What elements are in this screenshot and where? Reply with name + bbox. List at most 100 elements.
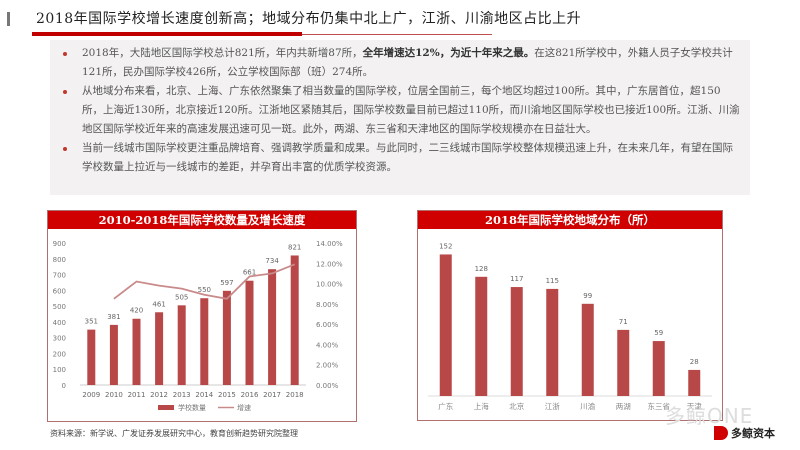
x-tick-label: 上海 — [474, 401, 489, 411]
x-tick-label: 2010 — [105, 391, 123, 399]
x-tick-label: 2016 — [241, 391, 259, 399]
x-tick-label: 北京 — [509, 401, 524, 411]
bar-value-label: 71 — [619, 318, 628, 326]
bar — [652, 341, 665, 396]
x-tick-label: 广东 — [438, 401, 453, 411]
y2-tick-label: 0.00% — [316, 382, 339, 390]
brand-logo: 多鲸资本 — [714, 425, 775, 441]
bar-value-label: 821 — [288, 243, 301, 251]
page-title: 2018年国际学校增长速度创新高；地域分布仍集中北上广，江浙、川渝地区占比上升 — [36, 11, 582, 27]
bullet-text: 2018年，大陆地区国际学校总计821所，年内共新增87所， — [82, 47, 363, 59]
bar-value-label: 461 — [152, 300, 165, 308]
x-tick-label: 2015 — [218, 391, 236, 399]
bar — [290, 255, 299, 385]
x-tick-label: 2009 — [82, 391, 100, 399]
x-tick-label: 2017 — [263, 391, 281, 399]
source-note: 资料来源：新学说、广发证券发展研究中心，教育创新趋势研究院整理 — [50, 429, 298, 438]
bar — [688, 369, 701, 396]
bar — [268, 269, 277, 385]
y-tick-label: 600 — [53, 287, 66, 295]
school-count-growth-chart: 2010-2018年国际学校数量及增长速度 0 100 200 300 400 500 60… — [47, 210, 357, 422]
y-tick-label: 100 — [53, 366, 66, 374]
summary-bullet: 从地域分布来看，北京、上海、广东依然聚集了相当数量的国际学校，位居全国前三，每个… — [60, 82, 740, 139]
bar — [132, 318, 141, 385]
bullet-text: 在这821所学校中，外籍人员子女学校共计121所，民办国际学校426所，公立学校… — [82, 47, 733, 78]
y-tick-label: 900 — [53, 240, 66, 248]
bullet-highlight: 全年增速达12%，为近十年来之最。 — [362, 47, 535, 59]
y-tick-label: 400 — [53, 319, 66, 327]
y2-tick-label: 10.00% — [316, 281, 343, 289]
legend-label: 增速 — [237, 403, 251, 412]
title-underline-thin — [302, 34, 492, 35]
bar-value-label: 550 — [198, 286, 211, 294]
y2-tick-label: 6.00% — [316, 321, 339, 329]
bar — [109, 324, 118, 385]
x-tick-label: 2014 — [195, 391, 213, 399]
bar-value-label: 117 — [510, 275, 523, 283]
slide-side-marker — [7, 12, 10, 26]
summary-bullet: 当前一线城市国际学校更注重品牌培育、强调教学质量和成果。与此同时，二三线城市国际… — [60, 139, 740, 177]
bar — [617, 329, 630, 396]
bar — [222, 290, 231, 385]
bullet-text: 当前一线城市国际学校更注重品牌培育、强调教学质量和成果。与此同时，二三线城市国际… — [82, 142, 733, 173]
region-distribution-chart: 2018年国际学校地域分布（所） 152 广东 128 上海 117 北京 115 江浙 99 川… — [417, 210, 723, 421]
bullet-dot-icon — [63, 147, 67, 151]
y2-tick-label: 4.00% — [316, 341, 339, 349]
chart-title: 2018年国际学校地域分布（所） — [418, 211, 722, 229]
summary-panel: 2018年，大陆地区国际学校总计821所，年内共新增87所，全年增速达12%，为… — [50, 40, 750, 195]
bar-value-label: 152 — [439, 242, 452, 250]
bar — [87, 329, 96, 385]
bar — [581, 303, 594, 396]
y-tick-label: 800 — [53, 256, 66, 264]
bullet-text: 从地域分布来看，北京、上海、广东依然聚集了相当数量的国际学校，位居全国前三，每个… — [82, 85, 740, 135]
y-tick-label: 300 — [53, 335, 66, 343]
logo-icon — [714, 426, 728, 440]
bar — [475, 276, 488, 396]
bar-value-label: 128 — [475, 265, 488, 273]
x-tick-label: 2018 — [286, 391, 304, 399]
y2-tick-label: 14.00% — [316, 240, 343, 248]
y2-tick-label: 8.00% — [316, 301, 339, 309]
x-tick-label: 两湖 — [616, 402, 631, 411]
bar-value-label: 59 — [654, 329, 663, 337]
bar-value-label: 115 — [546, 277, 559, 285]
legend-bar-swatch — [158, 405, 174, 410]
y2-tick-label: 12.00% — [316, 260, 343, 268]
y-tick-label: 700 — [53, 272, 66, 280]
x-tick-label: 川渝 — [580, 401, 595, 411]
x-tick-label: 2012 — [150, 391, 168, 399]
bar — [245, 280, 254, 385]
bar-value-label: 420 — [130, 307, 143, 315]
bar — [439, 254, 452, 396]
growth-line — [113, 263, 296, 300]
bar — [546, 288, 559, 396]
bar-value-label: 661 — [243, 269, 256, 277]
bar-value-label: 734 — [265, 257, 279, 265]
chart-plot: 152 广东 128 上海 117 北京 115 江浙 99 川渝 71 两湖 59 东三省 28 天津 — [428, 242, 712, 411]
x-tick-label: 东三省 — [648, 401, 671, 411]
y-tick-label: 200 — [53, 350, 66, 358]
bar-value-label: 381 — [107, 313, 120, 321]
x-tick-label: 江浙 — [545, 401, 560, 411]
x-tick-label: 2013 — [173, 391, 191, 399]
legend-label: 学校数量 — [178, 403, 206, 412]
bullet-dot-icon — [63, 52, 67, 56]
bar-value-label: 28 — [690, 358, 699, 366]
x-tick-label: 2011 — [128, 391, 146, 399]
bar — [200, 298, 209, 385]
y2-tick-label: 2.00% — [316, 362, 339, 370]
logo-text: 多鲸资本 — [731, 427, 775, 440]
bullet-dot-icon — [63, 90, 67, 94]
summary-bullet: 2018年，大陆地区国际学校总计821所，年内共新增87所，全年增速达12%，为… — [60, 44, 740, 82]
bar — [510, 287, 523, 396]
chart-plot: 0 100 200 300 400 500 600 700 800 900 0.00% 2.00% 4.… — [53, 240, 343, 412]
x-tick-label: 天津 — [687, 402, 702, 411]
y-tick-label: 500 — [53, 303, 66, 311]
bar — [155, 312, 164, 385]
bar-value-label: 351 — [85, 318, 98, 326]
bar — [177, 305, 186, 385]
bar-value-label: 99 — [583, 292, 592, 300]
chart-title: 2010-2018年国际学校数量及增长速度 — [48, 211, 356, 229]
title-underline — [32, 32, 302, 36]
bar-value-label: 597 — [220, 279, 233, 287]
